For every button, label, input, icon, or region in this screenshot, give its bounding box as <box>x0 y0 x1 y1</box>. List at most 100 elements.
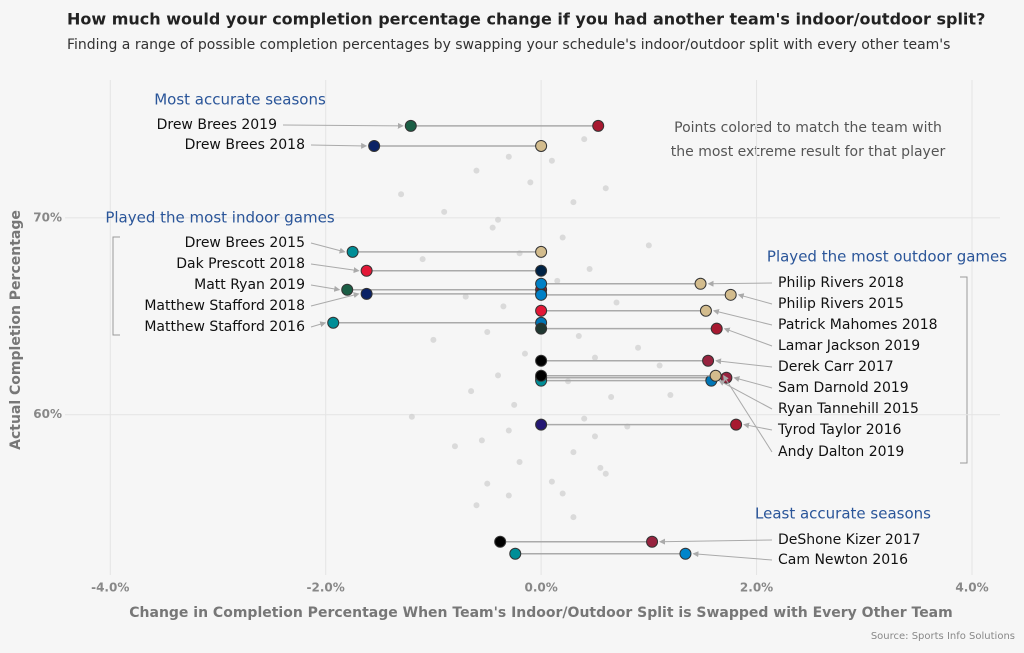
y-tick-label: 70% <box>33 210 62 224</box>
background-point <box>548 157 555 164</box>
player-label: Cam Newton 2016 <box>778 552 908 568</box>
player-point <box>535 245 548 258</box>
player-point <box>341 283 354 296</box>
player-point <box>730 418 743 431</box>
background-point <box>505 492 512 499</box>
player-label: Dak Prescott 2018 <box>176 256 305 272</box>
player-label: Drew Brees 2015 <box>185 235 305 251</box>
background-point <box>581 415 588 422</box>
arrow <box>692 551 773 561</box>
background-point <box>500 303 507 310</box>
background-point <box>570 199 577 206</box>
player-point <box>709 369 722 382</box>
background-point <box>484 329 491 336</box>
background-point <box>473 502 480 509</box>
player-label: Philip Rivers 2018 <box>778 275 904 291</box>
background-point <box>591 433 598 440</box>
arrow <box>712 309 773 326</box>
arrow <box>733 376 773 389</box>
background-point <box>602 185 609 192</box>
player-point <box>346 245 359 258</box>
chart-subtitle: Finding a range of possible completion p… <box>67 37 950 53</box>
player-label: Drew Brees 2019 <box>157 117 277 133</box>
group-label: Most accurate seasons <box>154 91 326 109</box>
background-point <box>473 167 480 174</box>
player-label: Lamar Jackson 2019 <box>778 338 920 354</box>
background-point <box>441 208 448 215</box>
background-point <box>570 514 577 521</box>
player-point <box>368 139 381 152</box>
note: the most extreme result for that player <box>671 144 946 160</box>
arrow <box>723 374 773 453</box>
group-label: Played the most indoor games <box>105 209 334 227</box>
player-label: Matthew Stafford 2016 <box>144 319 305 335</box>
player-point <box>535 369 548 382</box>
background-point <box>505 153 512 160</box>
background-point <box>408 413 415 420</box>
background-point <box>489 224 496 231</box>
group-label: Played the most outdoor games <box>767 248 1007 266</box>
x-tick-label: 4.0% <box>955 581 988 595</box>
arrow <box>715 358 773 368</box>
player-point <box>535 354 548 367</box>
player-point <box>535 139 548 152</box>
background-point <box>575 332 582 339</box>
background-point <box>597 464 604 471</box>
arrow <box>718 380 773 410</box>
player-point <box>494 535 507 548</box>
player-point <box>646 535 659 548</box>
arrow <box>310 321 327 328</box>
background-point <box>521 350 528 357</box>
note: Points colored to match the team with <box>674 120 942 136</box>
x-tick-label: -4.0% <box>91 581 129 595</box>
group-label: Least accurate seasons <box>755 505 931 523</box>
player-point <box>509 547 522 560</box>
player-label: Tyrod Taylor 2016 <box>777 422 901 438</box>
player-point <box>535 322 548 335</box>
background-point <box>505 427 512 434</box>
player-label: Matt Ryan 2019 <box>194 277 305 293</box>
player-label: Patrick Mahomes 2018 <box>778 317 938 333</box>
arrow <box>737 293 773 305</box>
background-point <box>645 242 652 249</box>
background-point <box>591 354 598 361</box>
player-label: Andy Dalton 2019 <box>778 444 904 460</box>
background-point <box>581 136 588 143</box>
y-tick-label: 60% <box>33 407 62 421</box>
bracket <box>112 236 120 336</box>
bracket <box>960 276 968 464</box>
background-point <box>451 443 458 450</box>
background-point <box>478 437 485 444</box>
background-point <box>495 216 502 223</box>
player-point <box>592 119 605 132</box>
player-label: Derek Carr 2017 <box>778 359 894 375</box>
background-point <box>570 449 577 456</box>
background-point <box>667 392 674 399</box>
player-point <box>535 288 548 301</box>
background-point <box>548 478 555 485</box>
background-point <box>398 191 405 198</box>
arrow <box>310 292 360 307</box>
background-point <box>656 362 663 369</box>
player-label: Drew Brees 2018 <box>185 137 305 153</box>
player-point <box>694 277 707 290</box>
background-point <box>635 344 642 351</box>
player-label: Ryan Tannehill 2015 <box>778 401 919 417</box>
background-point <box>559 490 566 497</box>
arrow <box>310 263 360 274</box>
arrow <box>659 538 773 545</box>
player-point <box>699 304 712 317</box>
arrow <box>707 280 773 287</box>
background-point <box>554 277 561 284</box>
background-point <box>462 293 469 300</box>
player-label: DeShone Kizer 2017 <box>778 532 921 548</box>
y-axis-title: Actual Completion Percentage <box>8 210 24 450</box>
x-tick-label: -2.0% <box>307 581 345 595</box>
background-point <box>527 179 534 186</box>
player-label: Sam Darnold 2019 <box>778 380 909 396</box>
player-point <box>360 287 373 300</box>
background-point <box>419 256 426 263</box>
player-point <box>710 322 723 335</box>
